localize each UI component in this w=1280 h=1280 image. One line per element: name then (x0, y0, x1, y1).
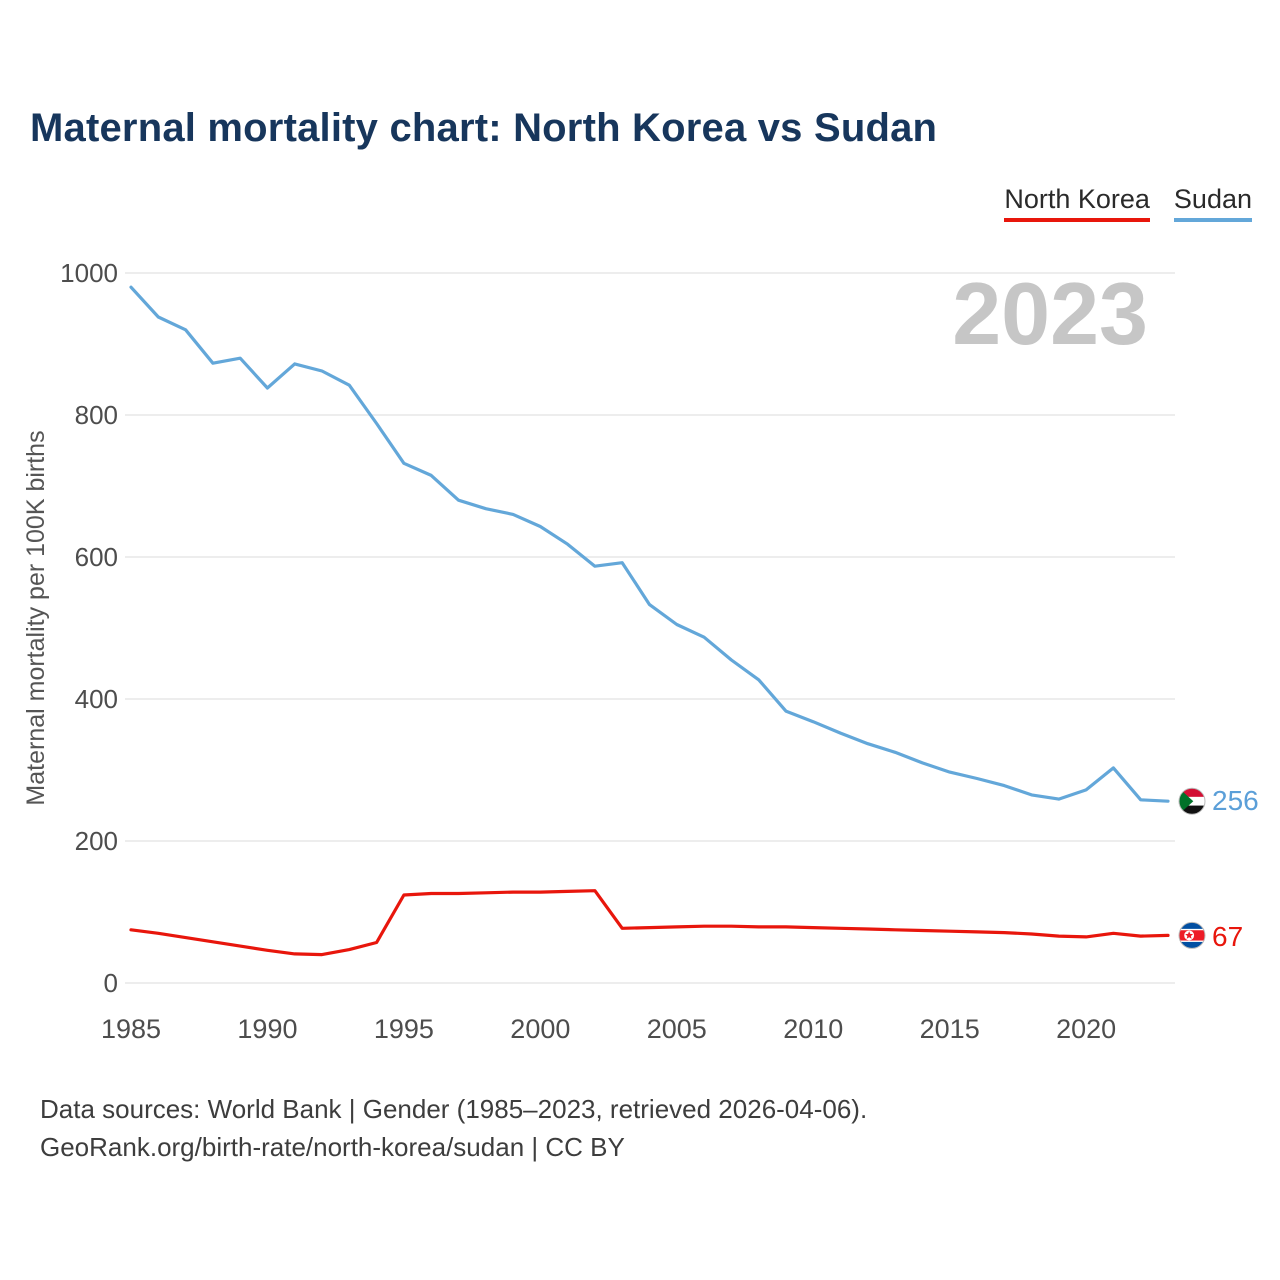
x-tick-label: 2010 (783, 1014, 843, 1044)
y-tick-label: 800 (75, 400, 118, 430)
north-korea-flag-icon (1178, 921, 1206, 949)
x-tick-label: 1990 (237, 1014, 297, 1044)
legend-item-sudan[interactable]: Sudan (1173, 184, 1252, 222)
sudan-flag-icon (1178, 787, 1206, 815)
y-tick-label: 200 (75, 826, 118, 856)
y-tick-label: 1000 (60, 258, 118, 288)
year-watermark: 2023 (952, 264, 1148, 363)
series-line-north-korea (129, 889, 1170, 957)
x-tick-label: 2005 (647, 1014, 707, 1044)
y-tick-label: 600 (75, 542, 118, 572)
y-tick-label: 400 (75, 684, 118, 714)
x-tick-label: 2015 (920, 1014, 980, 1044)
north-korea-end-value: 67 (1212, 921, 1244, 952)
y-axis-title: Maternal mortality per 100K births (22, 430, 50, 805)
sudan-end-value: 256 (1212, 785, 1259, 816)
footer-attribution-line: GeoRank.org/birth-rate/north-korea/sudan… (40, 1132, 625, 1162)
page-title: Maternal mortality chart: North Korea vs… (30, 106, 938, 150)
y-tick-label: 0 (104, 968, 118, 998)
footer-sources-line: Data sources: World Bank | Gender (1985–… (40, 1094, 868, 1124)
legend-item-north-korea[interactable]: North Korea (1004, 184, 1150, 222)
legend: North Korea Sudan (1004, 184, 1252, 222)
footer: Data sources: World Bank | Gender (1985–… (40, 1090, 867, 1166)
x-tick-label: 2000 (510, 1014, 570, 1044)
x-tick-label: 1995 (374, 1014, 434, 1044)
series-line-sudan (129, 285, 1170, 803)
x-tick-label: 1985 (101, 1014, 161, 1044)
x-tick-label: 2020 (1056, 1014, 1116, 1044)
